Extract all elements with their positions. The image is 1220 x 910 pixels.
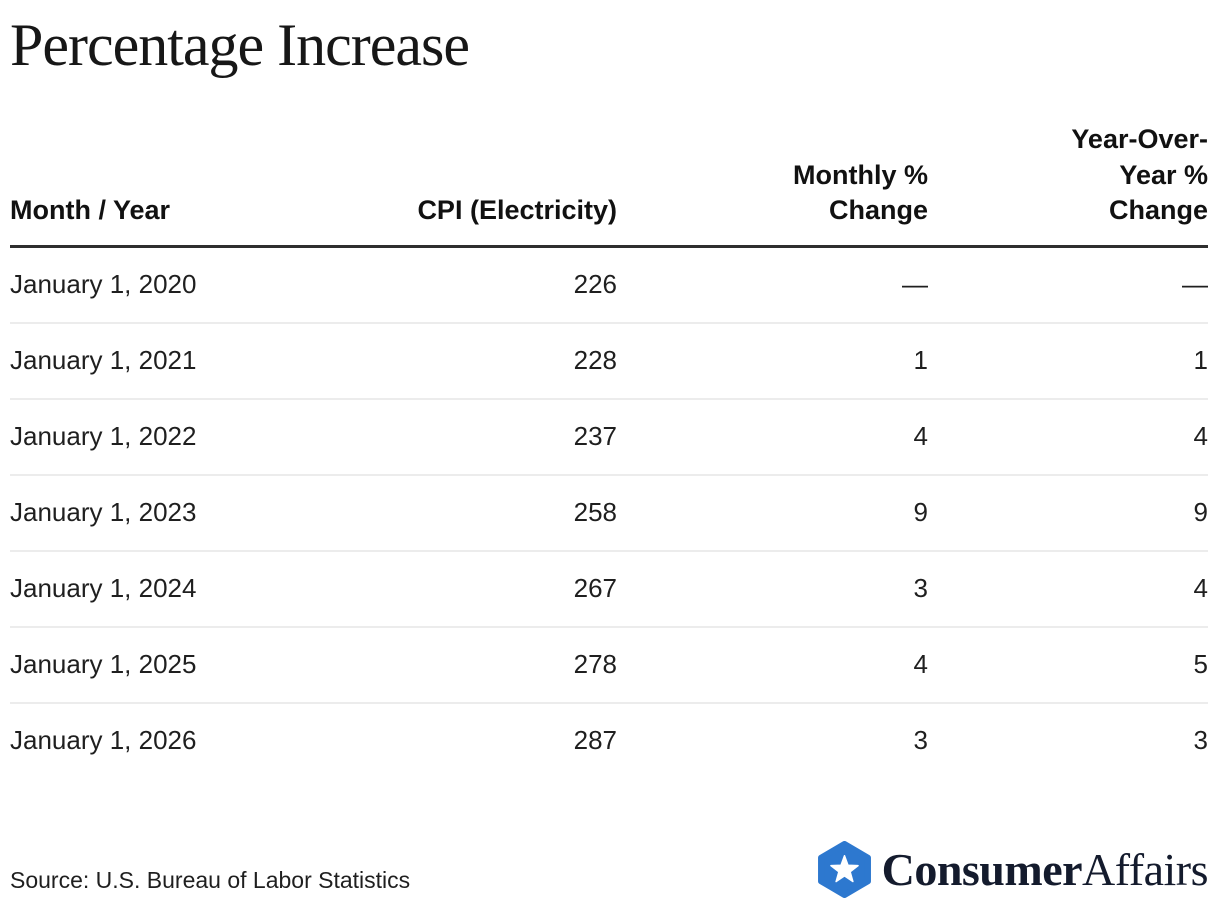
cell-yoy-change: 3 <box>1193 725 1208 756</box>
cell-monthly-change: — <box>617 246 928 324</box>
cell-cpi: 258 <box>390 474 617 552</box>
table-row: January 1, 2020 226 — — <box>10 246 1208 324</box>
cell-yoy-change: 4 <box>928 398 1208 476</box>
source-text: Source: U.S. Bureau of Labor Statistics <box>10 867 411 893</box>
column-header-label: CPI (Electricity) <box>417 195 617 226</box>
table-body: January 1, 2020 226 — — January 1, 2021 … <box>10 246 1208 778</box>
table-row: January 1, 2025 278 4 5 <box>10 626 1208 704</box>
cell-yoy-change: 1 <box>928 322 1208 400</box>
cell-month-year: January 1, 2020 <box>10 246 390 324</box>
cell-monthly-change: 3 <box>617 550 928 628</box>
cell-monthly-change: 1 <box>617 322 928 400</box>
column-header-label: Monthly % Change <box>793 159 928 226</box>
cell-yoy-change: — <box>928 246 1208 324</box>
cell-month-year: January 1, 2025 <box>10 626 390 704</box>
cell-monthly-change: 4 <box>617 626 928 704</box>
cell-yoy-change: 9 <box>928 474 1208 552</box>
column-header-label: Month / Year <box>10 195 171 226</box>
cell-yoy-change: 5 <box>928 626 1208 704</box>
cell-cpi: 228 <box>390 322 617 400</box>
cell-cpi: 278 <box>390 626 617 704</box>
column-header-label: Year-Over-Year % Change <box>1071 124 1208 226</box>
consumeraffairs-logo: ConsumerAffairs <box>817 841 1209 898</box>
cell-monthly-change: 4 <box>617 398 928 476</box>
table-row: January 1, 2024 267 3 4 <box>10 550 1208 628</box>
column-header-monthly-change: Monthly % Change <box>617 122 928 248</box>
cell-monthly-change: 9 <box>617 474 928 552</box>
table-row: January 1, 2023 258 9 9 <box>10 474 1208 552</box>
cell-month-year: January 1, 2021 <box>10 322 390 400</box>
column-header-month-year: Month / Year <box>10 122 390 248</box>
cell-month-year: January 1, 2023 <box>10 474 390 552</box>
cell-month-year: January 1, 2022 <box>10 398 390 476</box>
cell-cpi: 237 <box>390 398 617 476</box>
column-header-cpi-electricity: CPI (Electricity) <box>390 122 617 248</box>
logo-wordmark: ConsumerAffairs <box>881 843 1209 895</box>
table-row: January 1, 2026 287 3 3 <box>10 703 1208 778</box>
cell-yoy-change: 4 <box>928 550 1208 628</box>
table-row: January 1, 2022 237 4 4 <box>10 398 1208 476</box>
cell-cpi: 267 <box>390 550 617 628</box>
cell-month-year: January 1, 2024 <box>10 550 390 628</box>
column-header-yoy-change: Year-Over-Year % Change <box>928 122 1208 248</box>
table-row: January 1, 2021 228 1 1 <box>10 322 1208 400</box>
cpi-data-table: Month / Year CPI (Electricity) Monthly %… <box>10 122 1208 778</box>
cell-month-year: January 1, 2026 <box>10 725 197 756</box>
cell-monthly-change: 3 <box>913 725 928 756</box>
logo-wordmark-consumer: Consumer <box>881 843 1083 895</box>
star-hexagon-icon <box>817 841 871 898</box>
cell-cpi: 226 <box>390 246 617 324</box>
table-header: Month / Year CPI (Electricity) Monthly %… <box>10 122 1208 248</box>
page-title: Percentage Increase <box>10 12 470 78</box>
footer: Source: U.S. Bureau of Labor Statistics … <box>10 841 1208 898</box>
cell-cpi: 287 <box>573 725 617 756</box>
logo-wordmark-affairs: Affairs <box>1082 843 1208 895</box>
table-header-row: Month / Year CPI (Electricity) Monthly %… <box>10 122 1208 248</box>
